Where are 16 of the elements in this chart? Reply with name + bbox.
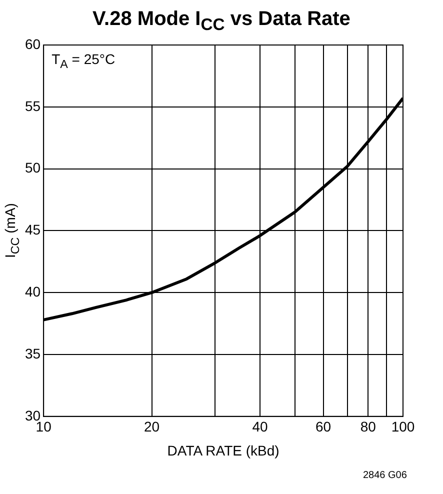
x-tick-label: 20: [144, 418, 160, 435]
x-tick-label: 40: [252, 418, 268, 435]
x-axis-title: DATA RATE (kBd): [167, 442, 280, 458]
chart-title: V.28 Mode I$_{CC}$ vs Data Rate: [92, 8, 352, 35]
annotation: T$_{A}$ = 25°C: [52, 51, 116, 71]
y-tick-label: 55: [24, 98, 41, 114]
text: 2846 G06: [363, 470, 407, 481]
y-tick-label: 60: [24, 36, 41, 52]
y-tick-label: 50: [24, 160, 41, 176]
y-tick-label: 45: [24, 222, 41, 238]
y-tick-label: 30: [24, 407, 41, 424]
y-tick-label: 40: [24, 283, 41, 300]
x-tick-label: 100: [391, 418, 415, 435]
x-tick-label: 60: [315, 418, 332, 435]
y-tick-label: 35: [24, 345, 41, 362]
x-tick-label: 80: [360, 418, 376, 435]
